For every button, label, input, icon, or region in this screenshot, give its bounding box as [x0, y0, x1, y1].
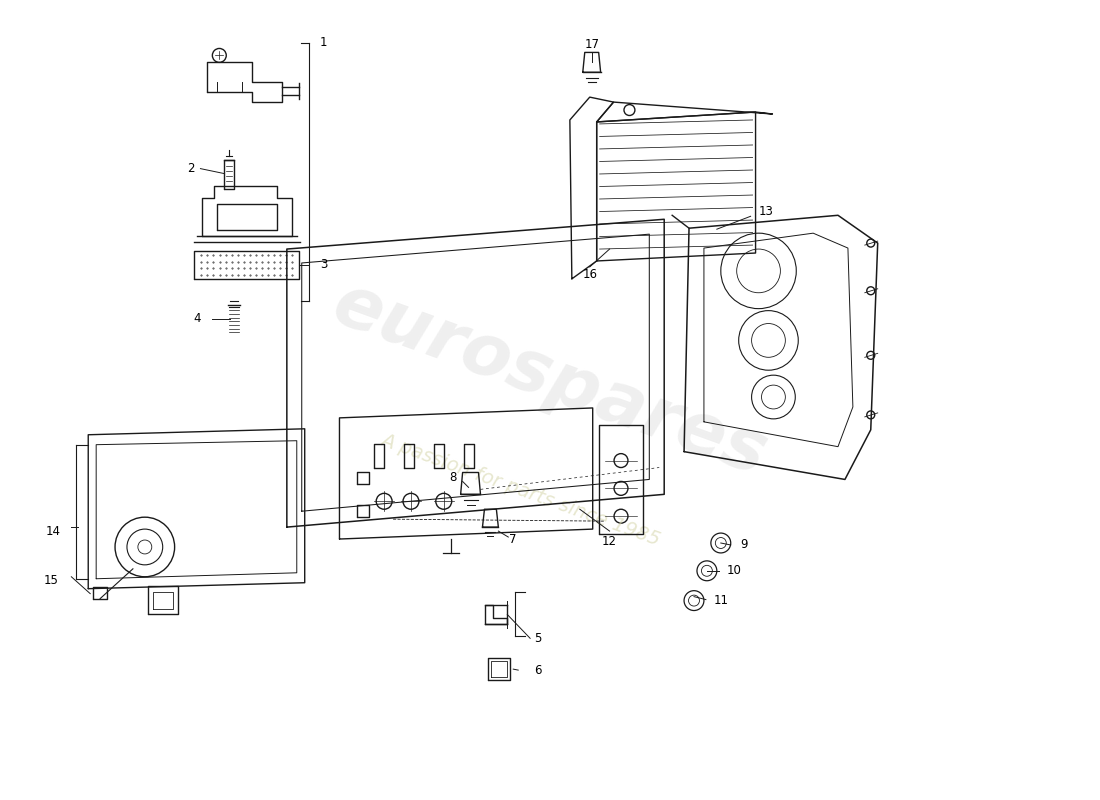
Text: 8: 8: [449, 471, 456, 484]
Text: 9: 9: [740, 538, 747, 551]
Text: 11: 11: [713, 594, 728, 607]
Text: 5: 5: [535, 632, 542, 645]
Text: 1: 1: [320, 36, 328, 49]
Text: 3: 3: [320, 258, 328, 271]
Text: 7: 7: [508, 533, 516, 546]
Text: 10: 10: [726, 564, 741, 578]
Text: 17: 17: [584, 38, 600, 51]
Text: 4: 4: [194, 312, 201, 325]
Text: 13: 13: [759, 205, 774, 218]
Text: 14: 14: [46, 525, 60, 538]
Text: 15: 15: [44, 574, 59, 587]
Text: A passion for parts since 1985: A passion for parts since 1985: [378, 430, 662, 549]
Text: 2: 2: [187, 162, 195, 175]
Text: 6: 6: [535, 664, 542, 677]
Text: 16: 16: [582, 268, 597, 282]
Text: 12: 12: [602, 534, 617, 547]
Text: eurospares: eurospares: [323, 270, 777, 490]
